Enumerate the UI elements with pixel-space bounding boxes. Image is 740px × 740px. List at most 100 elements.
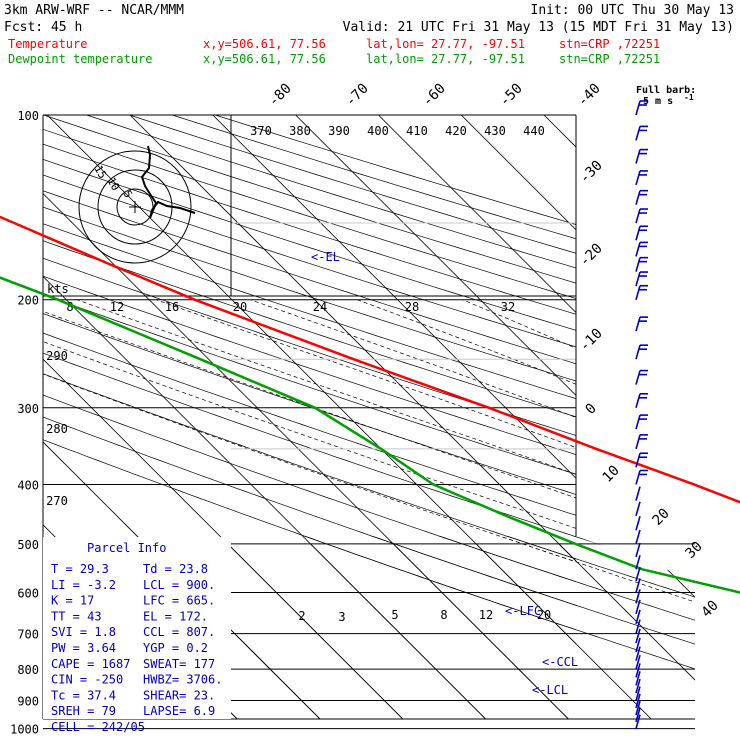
parcel-info-panel: Parcel Info T = 29.3 Td = 23.8 LI = -3.2 LC… <box>43 537 231 734</box>
parcel-info-left: CIN = -250 <box>51 673 123 687</box>
parcel-info-left: Tc = 37.4 <box>51 688 116 702</box>
isotherm <box>460 115 576 231</box>
legend-temperature-latlon: lat,lon= 27.77, -97.51 <box>366 37 525 51</box>
parcel-info-left: K = 17 <box>51 594 94 608</box>
dry-adiabat <box>172 115 576 240</box>
isotherm-label: 10 <box>600 463 623 486</box>
valid-time: Valid: 21 UTC Fri 31 May 13 (15 MDT Fri … <box>343 20 734 35</box>
wind-barbs: Full barb: 5 m s -1 <box>635 85 696 729</box>
legend-temperature-xy: x,y=506.61, 77.56 <box>203 37 326 51</box>
level-label: <-LFC <box>505 604 541 618</box>
moist-adiabat <box>462 299 576 349</box>
pressure-label: 300 <box>17 402 39 416</box>
level-label: <-CCL <box>542 655 578 669</box>
wind-barb-staff <box>635 707 641 723</box>
wind-barb-staff <box>635 663 641 678</box>
isotherm-label: 0 <box>583 401 600 418</box>
isotherm-low <box>475 543 675 719</box>
isotherm-low <box>558 543 695 719</box>
parcel-info-left: PW = 3.64 <box>51 641 116 655</box>
mixing-ratio-low-label: 3 <box>338 610 345 624</box>
mixing-ratio-label: 32 <box>501 300 515 314</box>
dry-adiabat <box>43 223 576 400</box>
wind-barb-staff <box>635 285 641 300</box>
moist-adiabat-low <box>589 536 695 719</box>
dry-adiabat <box>43 275 576 455</box>
wind-barb-staff <box>635 316 641 332</box>
hodograph-ring-label: 10 <box>104 175 122 193</box>
theta-label: 380 <box>289 124 311 138</box>
pressure-label: 600 <box>17 587 39 601</box>
dry-adiabat <box>43 332 576 516</box>
dry-adiabat <box>43 294 576 475</box>
wind-barb-staff <box>635 646 641 661</box>
dry-adiabat <box>43 313 576 495</box>
parcel-info-left: SREH = 79 <box>51 704 116 718</box>
wind-barb-staff <box>635 226 641 241</box>
level-label: <-EL <box>311 250 340 264</box>
isotherm-low <box>725 544 740 740</box>
dry-adiabat-low <box>430 536 695 719</box>
isotherm <box>295 115 576 396</box>
theta-label: 390 <box>328 124 350 138</box>
isotherm-label: -30 <box>577 158 606 187</box>
wind-barb-staff <box>635 671 641 686</box>
wind-barb-staff <box>635 242 641 257</box>
parcel-info-right: SWEAT= 177 <box>143 657 215 671</box>
isotherm <box>710 115 740 740</box>
barb-legend-title: Full barb: <box>636 85 696 96</box>
wind-barb-staff <box>635 609 641 625</box>
wind-barb-staff <box>635 414 641 430</box>
mixing-ratio-low-label: 20 <box>537 608 551 622</box>
isotherm-low <box>310 543 509 719</box>
wind-barb-staff <box>635 678 641 694</box>
pressure-label: 400 <box>17 478 39 492</box>
isotherm <box>378 115 576 314</box>
mixing-ratio-label: 16 <box>165 300 179 314</box>
mixing-ratio-low-label: 2 <box>298 609 305 623</box>
dewpoint-profile <box>0 276 740 594</box>
wind-barb-staff <box>635 589 641 604</box>
pressure-label: 700 <box>17 628 39 642</box>
wind-barb-staff <box>635 516 641 531</box>
wind-barb-staff <box>635 470 641 485</box>
theta-label: 420 <box>445 124 467 138</box>
hodograph-trace <box>140 145 196 219</box>
forecast-hour: Fcst: 45 h <box>4 20 82 35</box>
wind-barb-staff <box>635 257 641 272</box>
dry-adiabat <box>43 352 576 538</box>
isotherm-label: -60 <box>420 81 449 110</box>
isotherm-label: -50 <box>497 81 526 110</box>
wind-barb-staff <box>635 542 641 558</box>
hodograph-units: kts <box>47 282 69 296</box>
dry-adiabat-low <box>497 536 695 719</box>
isotherm-label: -70 <box>343 81 372 110</box>
wind-barb-staff <box>635 271 641 287</box>
theta-label: 410 <box>406 124 428 138</box>
dry-adiabat <box>43 240 576 418</box>
parcel-info-title: Parcel Info <box>87 541 166 555</box>
theta-label: 440 <box>523 124 545 138</box>
isotherm-label: -10 <box>577 326 606 355</box>
level-label: <-LCL <box>532 683 568 697</box>
hodograph-ring <box>78 150 192 264</box>
wind-barb-staff <box>635 149 641 164</box>
parcel-info-right: YGP = 0.2 <box>143 641 208 655</box>
wind-barb-staff <box>635 654 641 670</box>
pressure-label: 1000 <box>10 723 39 737</box>
dry-adiabat <box>43 257 576 436</box>
parcel-info-left: T = 29.3 <box>51 562 109 576</box>
parcel-info-left: CAPE = 1687 <box>51 657 130 671</box>
wind-barb-staff <box>635 501 641 517</box>
parcel-info-right: LAPSE= 6.9 <box>143 704 215 718</box>
wind-barb-staff <box>635 555 641 570</box>
mixing-ratio-low-label: 8 <box>440 608 447 622</box>
theta-label: 430 <box>484 124 506 138</box>
isotherm-label: -80 <box>266 81 295 110</box>
wind-barb-staff <box>635 700 641 716</box>
wind-barb-staff <box>635 170 641 186</box>
dry-adiabat-low <box>295 536 695 719</box>
mixing-ratio-label: 28 <box>405 300 419 314</box>
theta-label-mid: 270 <box>46 494 68 508</box>
